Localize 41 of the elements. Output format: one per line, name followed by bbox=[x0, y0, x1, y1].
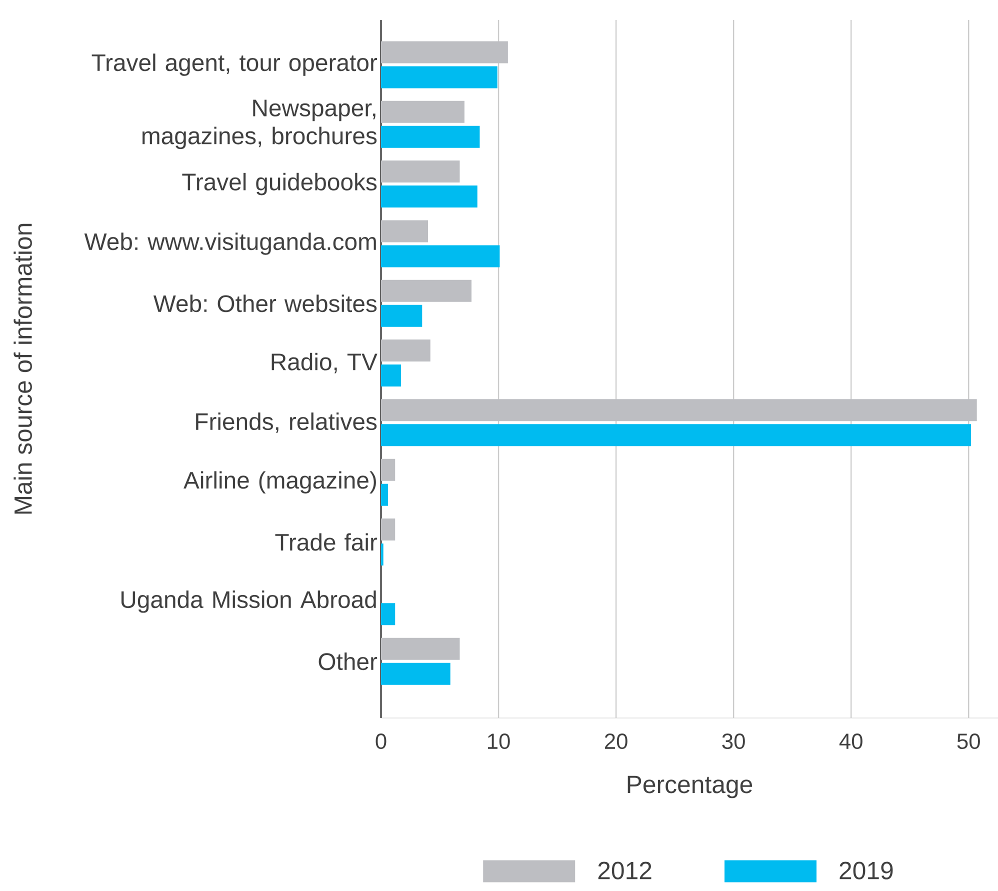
y-tick-label: Other bbox=[318, 652, 378, 670]
bar bbox=[381, 245, 500, 268]
bar bbox=[381, 41, 508, 64]
legend-label: 2019 bbox=[840, 862, 893, 880]
bar bbox=[381, 364, 401, 387]
y-tick-label: Friends, relatives bbox=[196, 412, 377, 433]
bar bbox=[381, 518, 396, 540]
bar bbox=[381, 126, 480, 148]
y-tick-label: Trade fair bbox=[275, 533, 378, 551]
bar bbox=[381, 484, 388, 506]
y-tick-label: Airline (magazine) bbox=[184, 471, 376, 494]
x-tick-label: 20 bbox=[604, 734, 628, 750]
y-tick-label: Web: www.visituganda.com bbox=[84, 232, 376, 255]
bar bbox=[381, 160, 460, 183]
bar bbox=[381, 340, 430, 362]
bar bbox=[381, 662, 450, 685]
y-tick-label: Travel agent, tour operator bbox=[92, 54, 378, 76]
bar bbox=[381, 638, 460, 660]
y-axis-title: Main source of information bbox=[14, 224, 32, 514]
x-tick-label: 50 bbox=[957, 734, 980, 750]
y-tick-label: Newspaper, magazines, brochures bbox=[142, 100, 377, 150]
bar bbox=[381, 603, 396, 626]
bar bbox=[381, 458, 396, 481]
y-tick-label: Travel guidebooks bbox=[182, 172, 377, 196]
legend-label: 2012 bbox=[598, 862, 652, 880]
bar bbox=[381, 186, 478, 208]
x-tick-label: 10 bbox=[488, 734, 510, 750]
y-tick-label: Radio, TV bbox=[272, 352, 378, 374]
bar bbox=[381, 304, 422, 327]
bar bbox=[381, 220, 428, 242]
x-tick-label: 0 bbox=[376, 734, 386, 750]
x-tick-label: 40 bbox=[839, 734, 862, 750]
bar bbox=[381, 424, 971, 446]
bar bbox=[381, 280, 472, 302]
y-tick-label: Web: Other websites bbox=[153, 294, 377, 312]
bar bbox=[381, 100, 464, 123]
y-tick-label: Uganda Mission Abroad bbox=[121, 590, 376, 613]
x-axis-title: Percentage bbox=[628, 776, 752, 798]
bar bbox=[381, 399, 977, 422]
x-tick-label: 30 bbox=[722, 734, 745, 750]
bar bbox=[381, 66, 498, 88]
